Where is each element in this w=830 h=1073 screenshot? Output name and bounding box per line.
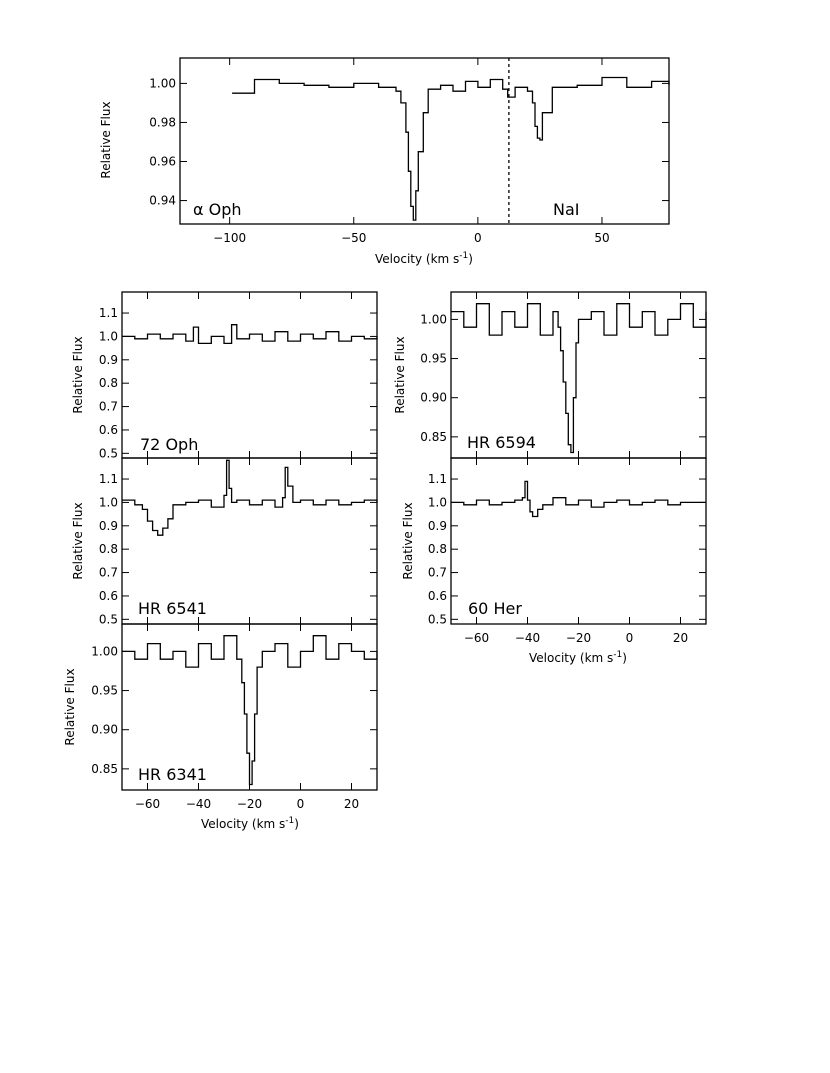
hr-6541-ytick-label: 0.5 [99,612,118,626]
hr-6341-xtick-label: −20 [237,797,262,811]
72-oph-ytick-label: 0.9 [99,353,118,367]
hr-6341-xtick-label: −40 [186,797,211,811]
72-oph-star-label: 72 Oph [140,435,198,454]
hr-6341-xtick-label: 20 [344,797,359,811]
hr-6594-spectrum-line [451,303,707,454]
60-her-xlabel-sup: -1 [613,650,622,660]
alpha-oph-xtick-label: −100 [213,231,246,245]
72-oph-ticks: 0.5 0.6 0.7 0.8 0.9 1.0 1.1 [99,292,377,460]
alpha-oph-xlabel: Velocity (km s-1) [375,251,473,266]
hr-6594-star-label: HR 6594 [467,433,536,452]
60-her-ytick-label: 0.8 [428,542,447,556]
60-her-xlabel-main: Velocity (km s [529,651,613,665]
hr-6341-ticks: 0.85 0.90 0.95 1.00 −60 −40 −20 0 20 [91,624,377,811]
hr-6541-ytick-label: 1.1 [99,472,118,486]
alpha-oph-xtick-label: 0 [474,231,482,245]
hr-6541-spectrum-line [122,459,378,536]
60-her-xlabel: Velocity (km s-1) [529,650,627,665]
60-her-xtick-label: −60 [464,631,489,645]
60-her-ticks: 0.5 0.6 0.7 0.8 0.9 1.0 1.1 −60 −40 −20 0 20 [428,458,706,645]
alpha-oph-ticks: 0.94 0.96 0.98 1.00 −100 −50 0 50 [149,58,669,245]
72-oph-panel: 0.5 0.6 0.7 0.8 0.9 1.0 1.1 72 Oph Relative Fl… [71,291,378,460]
alpha-oph-panel: 0.94 0.96 0.98 1.00 −100 −50 0 50 α Oph NaI Rel… [99,57,670,266]
60-her-xlabel-close: ) [622,651,627,665]
60-her-ytick-label: 1.1 [428,472,447,486]
hr-6341-xtick-label: 0 [297,797,305,811]
hr-6541-ytick-label: 0.9 [99,519,118,533]
hr-6341-ytick-label: 0.95 [91,684,118,698]
alpha-oph-ytick-label: 1.00 [149,76,176,90]
hr-6341-xlabel-main: Velocity (km s [201,817,285,831]
alpha-oph-star-label: α Oph [193,200,242,219]
72-oph-ytick-label: 0.7 [99,400,118,414]
alpha-oph-xlabel-main: Velocity (km s [375,252,459,266]
hr-6594-ticks: 0.85 0.90 0.95 1.00 [420,292,706,458]
hr-6341-ytick-label: 1.00 [91,644,118,658]
72-oph-ylabel: Relative Flux [71,336,85,413]
72-oph-spectrum-line [122,324,378,345]
72-oph-ytick-label: 0.5 [99,446,118,460]
60-her-xtick-label: −20 [566,631,591,645]
hr-6594-ylabel: Relative Flux [393,336,407,413]
hr-6541-ytick-label: 1.0 [99,495,118,509]
60-her-xtick-label: −40 [515,631,540,645]
hr-6594-ytick-label: 0.90 [420,391,447,405]
alpha-oph-frame [179,57,670,225]
alpha-oph-xtick-label: 50 [594,231,609,245]
hr-6594-panel: 0.85 0.90 0.95 1.00 HR 6594 Relative Flux [393,291,707,459]
60-her-ytick-label: 0.6 [428,589,447,603]
72-oph-ytick-label: 1.1 [99,306,118,320]
alpha-oph-xlabel-close: ) [468,252,473,266]
60-her-ytick-label: 0.9 [428,519,447,533]
hr-6541-ytick-label: 0.6 [99,589,118,603]
60-her-xtick-label: 0 [626,631,634,645]
alpha-oph-ytick-label: 0.94 [149,194,176,208]
60-her-ytick-label: 0.5 [428,612,447,626]
alpha-oph-xlabel-sup: -1 [459,251,468,261]
alpha-oph-ytick-label: 0.98 [149,115,176,129]
hr-6341-panel: 0.85 0.90 0.95 1.00 −60 −40 −20 0 20 HR 6341 Rel… [63,623,378,831]
hr-6341-ytick-label: 0.85 [91,762,118,776]
60-her-ytick-label: 1.0 [428,495,447,509]
alpha-oph-line-label: NaI [553,200,580,219]
hr-6341-ylabel: Relative Flux [63,668,77,745]
72-oph-ytick-label: 0.6 [99,423,118,437]
hr-6541-ytick-label: 0.8 [99,542,118,556]
hr-6594-ytick-label: 1.00 [420,312,447,326]
hr-6541-star-label: HR 6541 [138,599,207,618]
60-her-panel: 0.5 0.6 0.7 0.8 0.9 1.0 1.1 −60 −40 −20 0 20 60 Her… [401,457,707,665]
hr-6341-spectrum-line [122,635,378,786]
hr-6541-ylabel: Relative Flux [71,502,85,579]
hr-6341-xtick-label: −60 [135,797,160,811]
60-her-ytick-label: 0.7 [428,566,447,580]
alpha-oph-ylabel: Relative Flux [99,101,113,178]
hr-6341-xlabel-sup: -1 [285,816,294,826]
hr-6341-ytick-label: 0.90 [91,723,118,737]
60-her-star-label: 60 Her [468,599,522,618]
hr-6594-ytick-label: 0.85 [420,430,447,444]
hr-6594-ytick-label: 0.95 [420,352,447,366]
hr-6341-star-label: HR 6341 [138,765,207,784]
hr-6541-ticks: 0.5 0.6 0.7 0.8 0.9 1.0 1.1 [99,458,377,626]
72-oph-ytick-label: 0.8 [99,376,118,390]
hr-6341-xlabel-close: ) [294,817,299,831]
72-oph-frame [121,291,378,459]
60-her-xtick-label: 20 [673,631,688,645]
hr-6541-panel: 0.5 0.6 0.7 0.8 0.9 1.0 1.1 HR 6541 Relative F… [71,457,378,626]
60-her-ylabel: Relative Flux [401,502,415,579]
60-her-spectrum-line [451,480,706,518]
hr-6341-xlabel: Velocity (km s-1) [201,816,299,831]
hr-6541-ytick-label: 0.7 [99,566,118,580]
alpha-oph-xtick-label: −50 [341,231,366,245]
72-oph-ytick-label: 1.0 [99,329,118,343]
alpha-oph-spectrum-line [232,76,670,221]
alpha-oph-ytick-label: 0.96 [149,155,176,169]
